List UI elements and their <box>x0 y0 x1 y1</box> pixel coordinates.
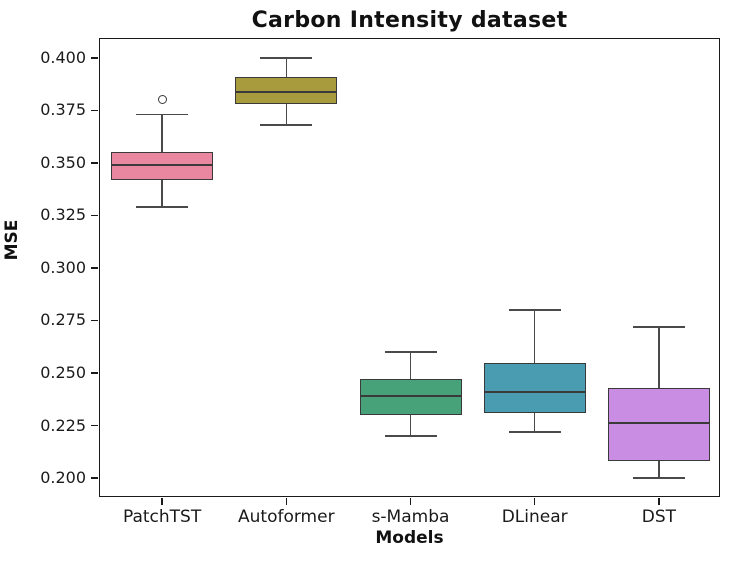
x-tick-label: DLinear <box>501 507 568 527</box>
whisker-cap-upper <box>384 351 437 353</box>
whisker-cap-lower <box>508 431 561 433</box>
median-line <box>235 90 338 93</box>
x-tick-label: Autoformer <box>238 507 335 527</box>
y-tick-mark <box>91 372 98 374</box>
x-tick-mark <box>658 498 660 505</box>
y-tick-label: 0.275 <box>40 310 86 330</box>
whisker-cap-lower <box>384 435 437 437</box>
y-tick-mark <box>91 109 98 112</box>
whisker-cap-lower <box>260 124 313 126</box>
y-tick-label: 0.350 <box>40 152 86 172</box>
y-tick-mark <box>91 162 98 164</box>
x-tick-mark <box>409 498 412 505</box>
box-s-Mamba <box>359 379 462 415</box>
whisker-cap-upper <box>508 309 561 311</box>
y-tick-label: 0.200 <box>40 468 86 488</box>
y-tick-label: 0.250 <box>40 363 86 382</box>
whisker-cap-lower <box>632 477 685 479</box>
whisker-cap-upper <box>260 57 313 59</box>
median-line <box>483 390 586 393</box>
whisker-upper <box>658 326 660 388</box>
y-tick-mark <box>91 214 98 217</box>
median-line <box>359 395 462 398</box>
y-axis-label: MSE <box>2 219 22 261</box>
y-tick-label: 0.375 <box>40 100 86 120</box>
y-tick-label: 0.325 <box>40 205 86 225</box>
chart-title: Carbon Intensity dataset <box>251 8 568 33</box>
plot-area: 0.200 0.225 0.250 0.275 0.300 0.325 0.350 0.375… <box>40 38 720 527</box>
y-tick-label: 0.225 <box>40 415 86 435</box>
whisker-lower <box>658 461 660 479</box>
y-tick-mark <box>91 57 98 59</box>
x-axis-label: Models <box>375 528 444 548</box>
y-tick-mark <box>91 424 98 427</box>
y-tick-mark <box>91 319 98 322</box>
x-tick-label: PatchTST <box>122 507 202 527</box>
y-tick-mark <box>91 267 98 269</box>
x-tick-mark <box>533 498 536 505</box>
x-tick-label: DST <box>641 507 677 527</box>
x-tick-label: s-Mamba <box>371 507 450 527</box>
median-line <box>607 422 710 425</box>
whisker-upper <box>533 309 536 363</box>
whisker-lower <box>161 179 163 208</box>
box-DST <box>607 387 710 462</box>
outlier-point <box>157 95 167 105</box>
median-line <box>111 164 214 167</box>
x-tick-mark <box>285 498 288 505</box>
y-tick-label: 0.400 <box>40 47 86 67</box>
whisker-cap-upper <box>136 113 189 116</box>
whisker-lower <box>409 415 412 437</box>
box-PatchTST <box>111 152 214 180</box>
y-tick-label: 0.300 <box>40 257 86 277</box>
box-Autoformer <box>235 76 338 105</box>
whisker-cap-upper <box>632 326 685 328</box>
box-DLinear <box>483 362 586 413</box>
whisker-upper <box>161 114 163 153</box>
y-tick-mark <box>91 477 98 479</box>
x-tick-mark <box>161 498 163 505</box>
whisker-lower <box>285 104 288 126</box>
whisker-lower <box>533 412 536 432</box>
whisker-cap-lower <box>136 206 189 208</box>
whisker-upper <box>285 57 288 77</box>
whisker-upper <box>409 352 412 380</box>
